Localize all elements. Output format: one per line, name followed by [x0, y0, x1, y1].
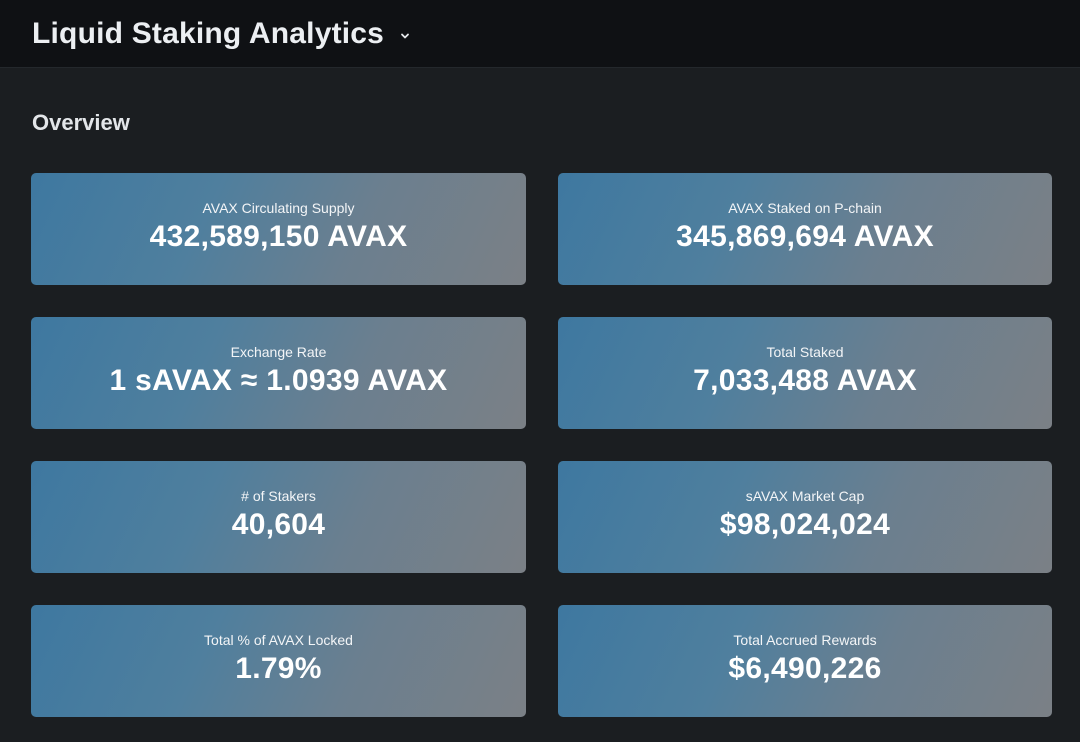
- stat-card-value: 432,589,150 AVAX: [149, 220, 408, 253]
- stat-card-value: $98,024,024: [719, 508, 891, 541]
- stat-card-label: Exchange Rate: [230, 344, 327, 360]
- stat-card-total-staked: Total Staked 7,033,488 AVAX: [558, 317, 1052, 429]
- stat-card-exchange-rate: Exchange Rate 1 sAVAX ≈ 1.0939 AVAX: [31, 317, 526, 429]
- app-title: Liquid Staking Analytics: [32, 16, 385, 50]
- stat-card-value: 40,604: [231, 508, 326, 541]
- stat-card-accrued-rewards: Total Accrued Rewards $6,490,226: [558, 605, 1052, 717]
- stat-card-value: 1.79%: [235, 652, 322, 685]
- stat-card-value: 1 sAVAX ≈ 1.0939 AVAX: [109, 364, 448, 397]
- stat-card-value: 7,033,488 AVAX: [693, 364, 917, 397]
- stat-card-circulating-supply: AVAX Circulating Supply 432,589,150 AVAX: [31, 173, 526, 285]
- stat-card-stakers: # of Stakers 40,604: [31, 461, 526, 573]
- top-bar: Liquid Staking Analytics: [0, 0, 1080, 68]
- section-title-overview: Overview: [32, 110, 130, 135]
- chevron-down-icon[interactable]: [400, 31, 410, 41]
- stat-card-value: $6,490,226: [728, 652, 882, 685]
- stats-grid: AVAX Circulating Supply 432,589,150 AVAX…: [31, 173, 1052, 717]
- stat-card-value: 345,869,694 AVAX: [676, 220, 934, 253]
- stat-card-label: Total Accrued Rewards: [733, 632, 877, 648]
- stat-card-label: AVAX Circulating Supply: [202, 200, 355, 216]
- stat-card-percent-locked: Total % of AVAX Locked 1.79%: [31, 605, 526, 717]
- stat-card-market-cap: sAVAX Market Cap $98,024,024: [558, 461, 1052, 573]
- app-title-dropdown[interactable]: Liquid Staking Analytics: [32, 17, 410, 51]
- stat-card-label: sAVAX Market Cap: [745, 488, 865, 504]
- stat-card-label: Total % of AVAX Locked: [204, 632, 353, 648]
- stat-card-label: Total Staked: [766, 344, 844, 360]
- stat-card-label: AVAX Staked on P-chain: [728, 200, 882, 216]
- stat-card-label: # of Stakers: [241, 488, 316, 504]
- stat-card-staked-p-chain: AVAX Staked on P-chain 345,869,694 AVAX: [558, 173, 1052, 285]
